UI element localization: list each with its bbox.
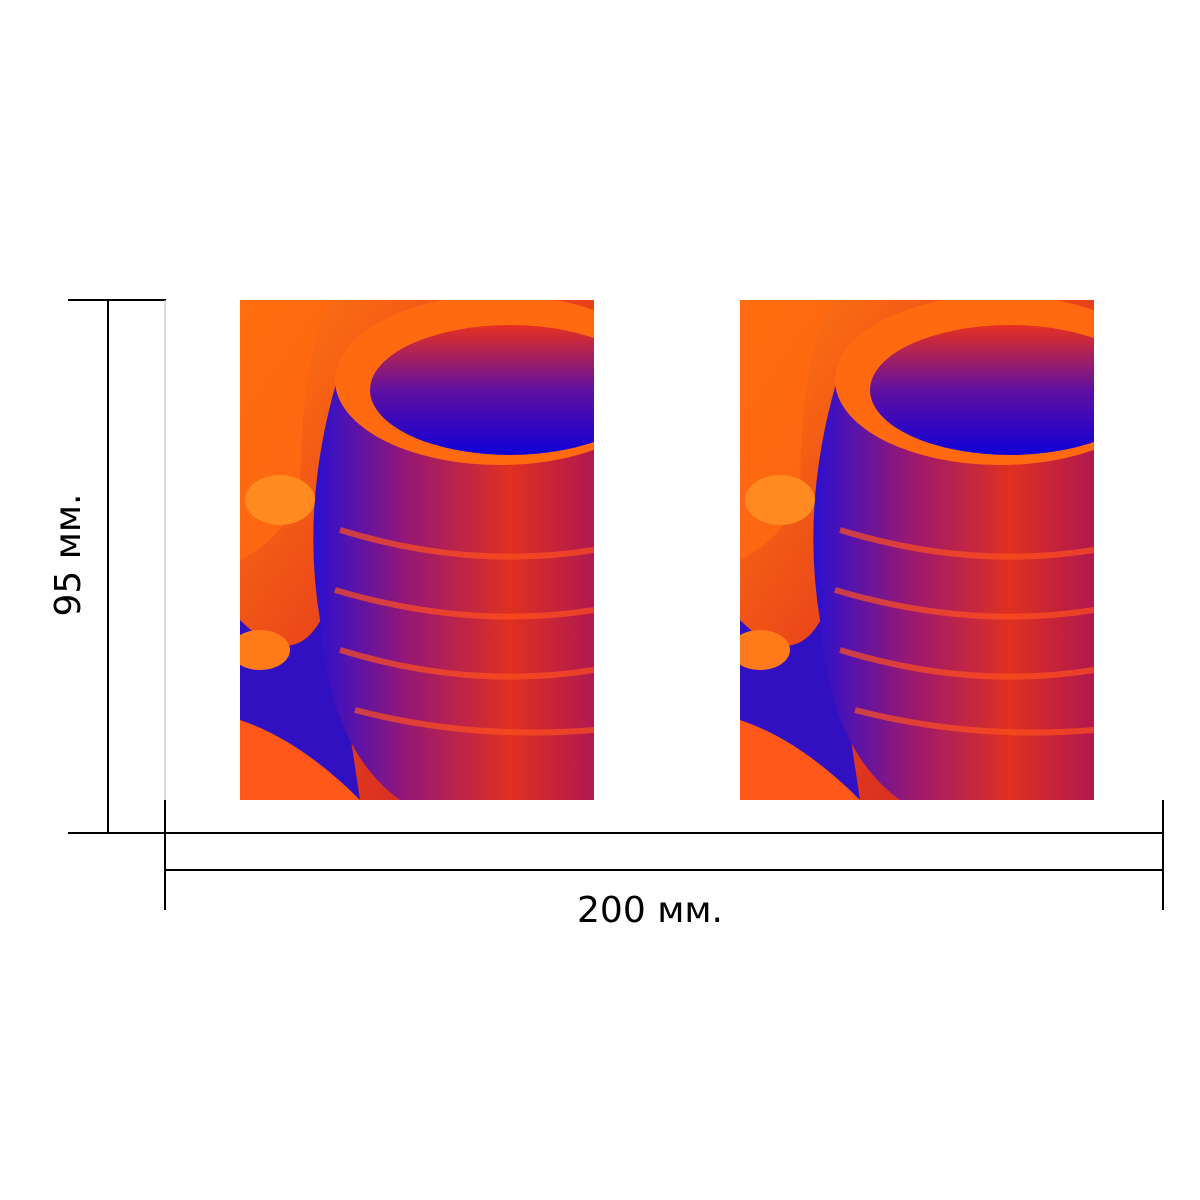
height-dimension bbox=[68, 299, 166, 834]
height-label: 95 мм. bbox=[48, 493, 89, 616]
width-dimension bbox=[164, 800, 1164, 910]
product-image bbox=[730, 295, 1165, 800]
width-label: 200 мм. bbox=[577, 890, 723, 931]
product-image bbox=[230, 295, 665, 800]
